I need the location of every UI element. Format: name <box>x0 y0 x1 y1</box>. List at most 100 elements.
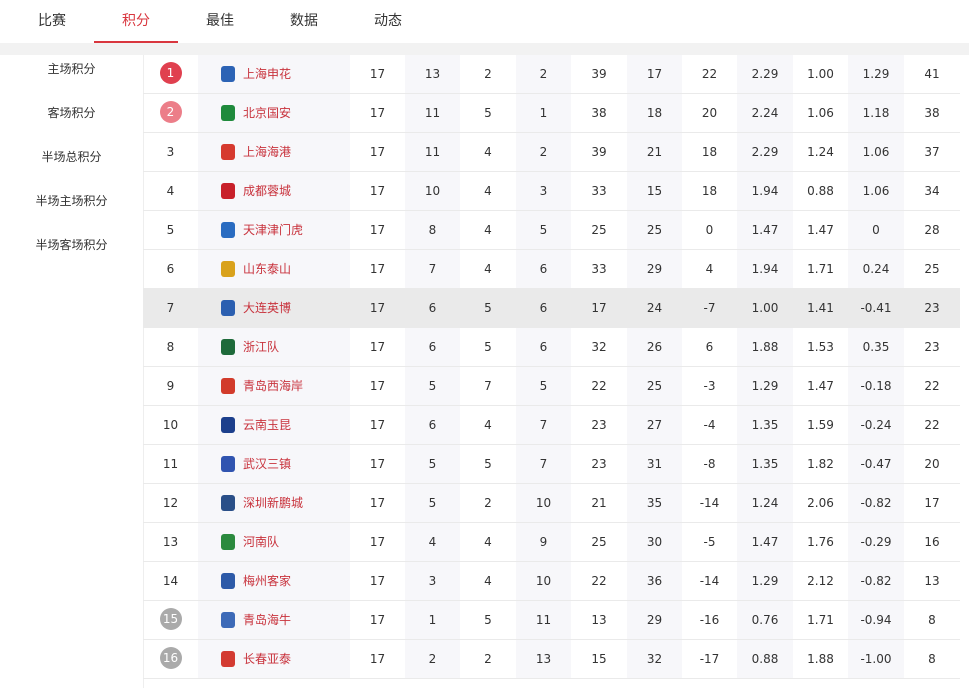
stat-cell: 26 <box>646 340 663 354</box>
team-name[interactable]: 青岛海牛 <box>243 613 292 627</box>
stat-cell: 13 <box>424 67 441 81</box>
stat-cell: 29 <box>646 613 663 627</box>
stat-cell: 20 <box>924 457 940 471</box>
team-logo <box>221 651 235 667</box>
stat-cell: 7 <box>484 379 492 393</box>
team-name[interactable]: 上海申花 <box>243 67 292 81</box>
rank: 11 <box>162 457 179 471</box>
sidebar-item[interactable]: 半场客场积分 <box>35 238 108 252</box>
stat-cell: 1.76 <box>807 535 834 549</box>
team-logo <box>221 495 235 511</box>
stat-cell: 2.24 <box>751 106 779 120</box>
team-name[interactable]: 云南玉昆 <box>243 418 292 432</box>
stat-cell: 41 <box>924 67 940 81</box>
stat-cell: 2 <box>428 652 437 666</box>
stat-cell: 4 <box>484 184 492 198</box>
stat-cell: 39 <box>591 145 607 159</box>
rank: 14 <box>162 574 179 588</box>
stat-cell: 1.53 <box>807 340 834 354</box>
stat-cell: -14 <box>699 574 720 588</box>
table-row <box>143 406 960 445</box>
stat-cell: 18 <box>646 106 663 120</box>
team-name[interactable]: 成都蓉城 <box>243 184 292 198</box>
stat-cell: 1.88 <box>807 652 834 666</box>
stat-cell: 1.29 <box>862 67 890 81</box>
stat-cell: 11 <box>535 613 552 627</box>
stat-cell: 1.00 <box>751 301 779 315</box>
table-row <box>143 328 960 367</box>
stat-cell: 6 <box>539 301 548 315</box>
stat-cell: 24 <box>646 301 663 315</box>
stat-cell: 17 <box>369 535 386 549</box>
table-row <box>143 133 960 172</box>
team-name[interactable]: 山东泰山 <box>243 262 292 276</box>
stat-cell: 31 <box>646 457 663 471</box>
team-name[interactable]: 青岛西海岸 <box>243 379 304 393</box>
sidebar-item[interactable]: 客场积分 <box>47 106 96 120</box>
stat-cell: 5 <box>484 613 492 627</box>
stat-cell: 8 <box>928 652 936 666</box>
sidebar-item[interactable]: 半场总积分 <box>41 150 102 164</box>
stat-cell: 1.94 <box>751 262 779 276</box>
team-name[interactable]: 上海海港 <box>243 145 292 159</box>
stat-cell: 16 <box>924 535 940 549</box>
stat-cell: 22 <box>701 67 718 81</box>
stat-cell: 0.88 <box>751 652 779 666</box>
stat-cell: 1.35 <box>751 418 779 432</box>
sidebar-item[interactable]: 主场积分 <box>47 62 96 76</box>
stat-cell: -8 <box>703 457 716 471</box>
stat-cell: 1.47 <box>751 223 779 237</box>
stat-cell: -7 <box>703 301 716 315</box>
stat-cell: -0.41 <box>860 301 892 315</box>
team-name[interactable]: 河南队 <box>243 535 280 549</box>
stat-cell: 8 <box>428 223 437 237</box>
stat-cell: 37 <box>924 145 940 159</box>
team-name[interactable]: 武汉三镇 <box>243 457 292 471</box>
stat-cell: 5 <box>539 223 548 237</box>
team-name[interactable]: 梅州客家 <box>243 574 292 588</box>
team-name[interactable]: 浙江队 <box>243 340 280 354</box>
table-row <box>143 250 960 289</box>
tab[interactable]: 数据 <box>290 13 318 29</box>
team-logo <box>221 378 235 394</box>
stat-cell: 4 <box>484 418 492 432</box>
stat-cell: 0.24 <box>862 262 890 276</box>
stat-cell: 7 <box>539 418 548 432</box>
stat-cell: 25 <box>591 223 607 237</box>
sidebar-item[interactable]: 半场主场积分 <box>35 194 108 208</box>
stat-cell: 1.47 <box>807 223 834 237</box>
stat-cell: -14 <box>699 496 720 510</box>
tab[interactable]: 最佳 <box>206 13 234 29</box>
stat-cell: 17 <box>369 496 386 510</box>
tab[interactable]: 比赛 <box>38 13 66 29</box>
stat-cell: 25 <box>646 379 663 393</box>
team-name[interactable]: 长春亚泰 <box>243 652 292 666</box>
rank: 13 <box>162 535 179 549</box>
rank-badge: 1 <box>159 62 182 84</box>
table-row <box>143 211 960 250</box>
stat-cell: 15 <box>591 652 607 666</box>
stat-cell: 6 <box>539 262 548 276</box>
stat-cell: 1.24 <box>751 496 779 510</box>
stat-cell: 23 <box>591 457 607 471</box>
stat-cell: 0.35 <box>862 340 890 354</box>
team-name[interactable]: 深圳新鹏城 <box>243 496 304 510</box>
team-name[interactable]: 大连英博 <box>243 301 292 315</box>
team-logo <box>221 105 235 121</box>
stat-cell: 10 <box>424 184 441 198</box>
stat-cell: 17 <box>369 574 386 588</box>
stat-cell: 0 <box>872 223 880 237</box>
stat-cell: 1.71 <box>807 613 834 627</box>
stat-cell: 4 <box>484 574 492 588</box>
stat-cell: 17 <box>646 67 663 81</box>
tab[interactable]: 积分 <box>94 0 178 43</box>
stat-cell: 29 <box>646 262 663 276</box>
team-name[interactable]: 天津津门虎 <box>243 223 304 237</box>
stat-cell: 11 <box>424 106 441 120</box>
tab[interactable]: 动态 <box>374 13 402 29</box>
stat-cell: 4 <box>484 145 492 159</box>
stat-cell: 6 <box>539 340 548 354</box>
team-name[interactable]: 北京国安 <box>243 106 292 120</box>
stat-cell: 3 <box>539 184 548 198</box>
stat-cell: 35 <box>646 496 663 510</box>
